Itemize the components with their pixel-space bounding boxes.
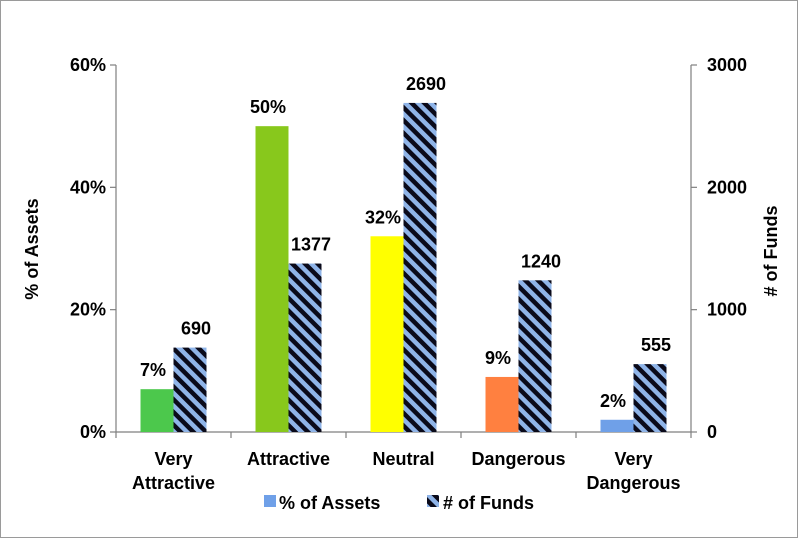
bar-assets (370, 236, 404, 432)
bar-funds (403, 102, 437, 432)
category-labels: Very Attractive Attractive Neutral Dangerous… (132, 449, 681, 493)
legend-label-funds: # of Funds (443, 493, 534, 513)
y-axis-right-title: # of Funds (761, 206, 781, 297)
bar-funds (518, 280, 552, 432)
y-left-tick-label: 60% (70, 55, 106, 75)
bars (140, 102, 667, 433)
x-tick-label: Neutral (372, 449, 434, 469)
y-right-tick-label: 1000 (707, 300, 747, 320)
data-label-funds: 2690 (406, 74, 446, 94)
bar-assets (140, 389, 174, 432)
data-labels: 7% 690 50% 1377 32% 2690 9% 1240 2% 555 (140, 74, 671, 411)
bar-assets (600, 419, 634, 432)
data-label-assets: 50% (250, 97, 286, 117)
y-right-tick-label: 2000 (707, 177, 747, 197)
legend-label-assets: % of Assets (279, 493, 380, 513)
y-axis-left-title: % of Assets (22, 198, 42, 299)
x-tick-label: Attractive (132, 473, 215, 493)
bar-funds (173, 347, 207, 432)
legend: % of Assets # of Funds (264, 493, 534, 513)
bar-assets (255, 126, 289, 433)
data-label-assets: 32% (365, 207, 401, 227)
y-right-tick-label: 3000 (707, 55, 747, 75)
data-label-funds: 1240 (521, 251, 561, 271)
bar-assets (485, 376, 519, 432)
bar-funds (633, 364, 667, 432)
y-left-tick-label: 0% (80, 422, 106, 442)
y-right-tick-label: 0 (707, 422, 717, 442)
data-label-assets: 2% (600, 391, 626, 411)
data-label-funds: 1377 (291, 235, 331, 255)
x-tick-label: Attractive (247, 449, 330, 469)
data-label-assets: 7% (140, 360, 166, 380)
data-label-funds: 555 (641, 335, 671, 355)
legend-swatch-assets (264, 495, 276, 507)
bar-funds (288, 263, 322, 432)
y-left-tick-label: 20% (70, 300, 106, 320)
legend-swatch-funds (427, 495, 439, 507)
x-tick-label: Very (614, 449, 652, 469)
x-tick-label: Very (154, 449, 192, 469)
y-left-tick-label: 40% (70, 177, 106, 197)
data-label-assets: 9% (485, 348, 511, 368)
x-tick-label: Dangerous (471, 449, 565, 469)
x-tick-label: Dangerous (586, 473, 680, 493)
axes: 0% 20% 40% 60% 0 1000 2000 3000 (70, 55, 747, 442)
data-label-funds: 690 (181, 319, 211, 339)
